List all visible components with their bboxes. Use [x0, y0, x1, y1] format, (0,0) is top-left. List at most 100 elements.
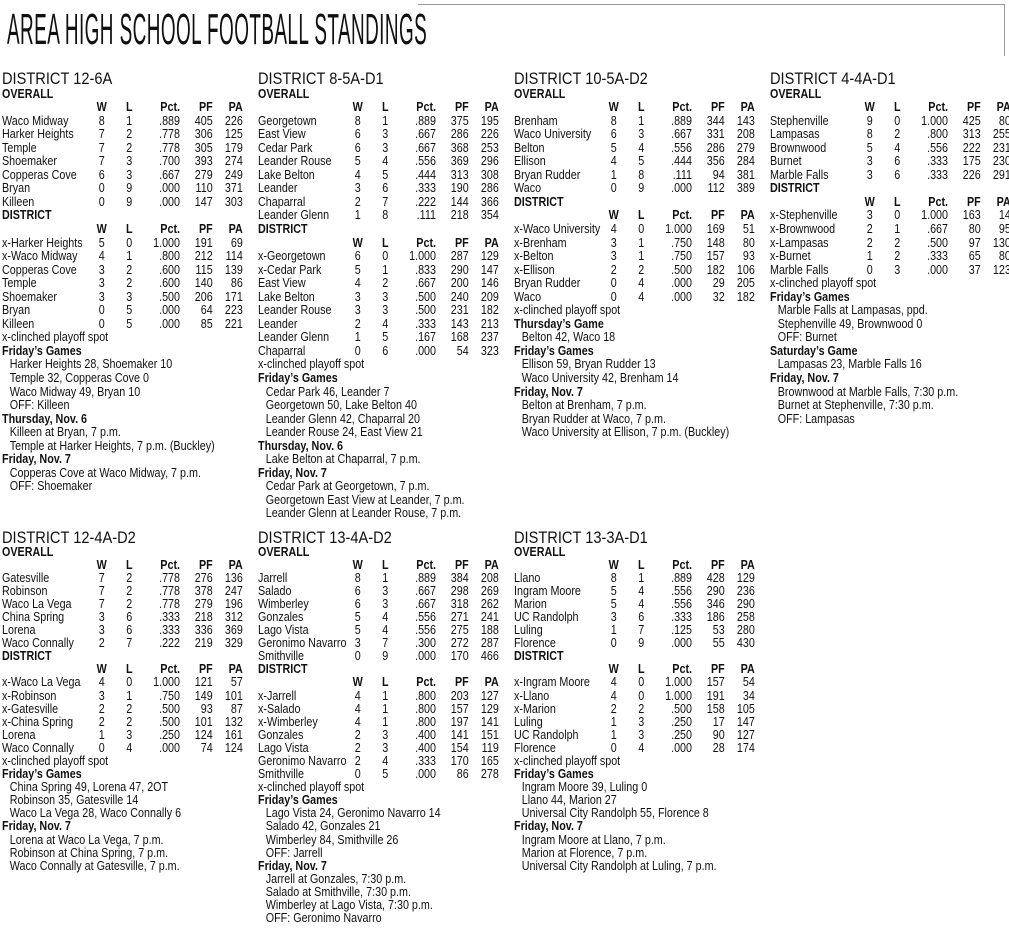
team-name: Waco Connally: [2, 636, 74, 651]
section-label: DISTRICT: [258, 221, 308, 236]
stat-cell: 230: [992, 154, 1009, 169]
stat-cell: 4: [638, 596, 645, 611]
stat-cell: 3: [98, 609, 105, 624]
stat-cell: 369: [224, 623, 243, 638]
stat-cell: .700: [159, 154, 181, 169]
team-name: Bryan Rudder: [514, 276, 581, 291]
team-name: East View: [258, 127, 306, 142]
stat-cell: 2: [894, 127, 901, 142]
game-line: Belton at Brenham, 7 p.m.: [521, 398, 647, 413]
game-line: Robinson 35, Gatesville 14: [9, 793, 139, 808]
stat-cell: .800: [159, 249, 181, 264]
district-block: DISTRICT 10-5A-D2 OVERALL W L Pct. PF PA Brenha…: [514, 70, 763, 440]
stat-cell: 236: [736, 583, 755, 598]
column-header: L: [125, 100, 133, 115]
stat-cell: 7: [98, 570, 105, 585]
stat-cell: 0: [98, 303, 105, 318]
stat-cell: 4: [894, 140, 901, 155]
stat-cell: 3: [610, 609, 617, 624]
stat-cell: 331: [706, 127, 725, 142]
column-header: PF: [198, 662, 213, 677]
team-name: Leander: [258, 181, 298, 196]
games-heading: Thursday, Nov. 6: [2, 411, 88, 426]
team-row: Lorena 3 6 .333 336 369: [2, 623, 251, 638]
stat-cell: 124: [194, 727, 213, 742]
team-row: Bryan Rudder 1 8 .111 94 381: [514, 168, 763, 183]
stat-cell: 208: [736, 127, 755, 142]
stat-cell: .750: [671, 235, 693, 250]
game-line: Universal City Randolph at Luling, 7 p.m…: [521, 858, 717, 873]
team-row: Chaparral 0 6 .000 54 323: [258, 344, 507, 359]
team-name: x-Ingram Moore: [514, 675, 590, 690]
team-row: Luling 1 3 .250 17 147: [514, 715, 763, 729]
stat-cell: .667: [159, 167, 181, 182]
stat-cell: .500: [671, 701, 693, 716]
team-row: x-Ingram Moore 4 0 1.000 157 54: [514, 676, 763, 689]
stat-cell: 110: [195, 181, 213, 196]
stat-cell: .556: [927, 140, 949, 155]
district-block: DISTRICT 13-4A-D2 OVERALL W L Pct. PF PA Jarrel…: [258, 529, 507, 925]
stat-cell: .556: [415, 609, 437, 624]
stat-cell: 5: [382, 330, 389, 345]
team-name: Marion: [514, 596, 547, 611]
game-line: Waco Connally at Gatesville, 7 p.m.: [9, 858, 180, 873]
team-name: Shoemaker: [2, 154, 57, 169]
stat-cell: .750: [671, 249, 693, 264]
stat-cell: 3: [610, 235, 617, 250]
column-header: Pct.: [672, 208, 693, 223]
stat-cell: 3: [866, 154, 873, 169]
column-header-row: W L Pct. PF PA: [770, 100, 1009, 115]
team-row: x-Cedar Park 5 1 .833 290 147: [258, 263, 507, 278]
team-row: x-Burnet 1 2 .333 65 80: [770, 250, 1009, 264]
team-row: x-Brownwood 2 1 .667 80 95: [770, 221, 1009, 237]
team-name: x-China Spring: [2, 714, 74, 729]
stat-cell: .333: [671, 609, 693, 624]
team-name: x-Brenham: [514, 235, 567, 250]
stat-cell: 3: [354, 303, 361, 318]
stat-cell: 0: [610, 740, 617, 755]
stat-cell: 93: [200, 701, 213, 716]
stat-cell: .111: [416, 208, 437, 223]
team-row: Bryan 0 9 .000 110 371: [2, 182, 251, 196]
stat-cell: 6: [126, 623, 133, 638]
district-block: DISTRICT 12-4A-D2 OVERALL W L Pct. PF PA Gatesv…: [2, 529, 251, 873]
stat-cell: 5: [610, 596, 617, 611]
team-name: Waco Connally: [2, 740, 74, 755]
section-label: DISTRICT: [514, 649, 564, 664]
team-row: Wimberley 6 3 .667 318 262: [258, 597, 507, 611]
stat-cell: .000: [671, 636, 693, 651]
stat-cell: 4: [354, 276, 361, 291]
stat-cell: 4: [638, 583, 645, 598]
team-row: x-Robinson 3 1 .750 149 101: [2, 689, 251, 703]
stat-cell: 95: [998, 221, 1009, 236]
stat-cell: 6: [354, 127, 361, 142]
footnote: x-clinched playoff spot: [770, 276, 877, 291]
stat-cell: 2: [610, 701, 617, 716]
games-heading: Friday’s Games: [258, 370, 338, 385]
stat-cell: 5: [354, 609, 361, 624]
column-header: PF: [198, 557, 213, 572]
stat-cell: 291: [992, 167, 1009, 182]
stat-cell: 0: [126, 235, 133, 250]
stat-cell: 5: [610, 140, 617, 155]
stat-cell: 6: [610, 127, 617, 142]
stat-cell: 124: [224, 740, 243, 755]
stat-cell: .000: [159, 316, 181, 331]
game-line: Lorena at Waco La Vega, 7 p.m.: [9, 832, 164, 847]
column-header-row: W L Pct. PF PA: [770, 195, 1009, 210]
stat-cell: 168: [450, 330, 469, 345]
team-row: Killeen 0 5 .000 85 221: [2, 316, 251, 332]
team-name: Ellison: [514, 154, 546, 169]
column-header: L: [125, 557, 133, 572]
stat-cell: 280: [736, 623, 755, 638]
team-row: Lago Vista 5 4 .556 275 188: [258, 623, 507, 637]
district-block: DISTRICT 4-4A-D1OVERALLWLPct.PFPAStephen…: [770, 70, 1009, 426]
column-header: L: [637, 100, 645, 115]
stat-cell: 146: [480, 276, 499, 291]
stat-cell: 368: [450, 140, 469, 155]
stat-cell: 1: [354, 208, 361, 223]
stat-cell: 3: [98, 623, 105, 638]
team-row: Geronimo Navarro 2 4 .333 170 165: [258, 754, 507, 768]
column-header: L: [637, 662, 645, 677]
stat-cell: 151: [480, 727, 499, 742]
